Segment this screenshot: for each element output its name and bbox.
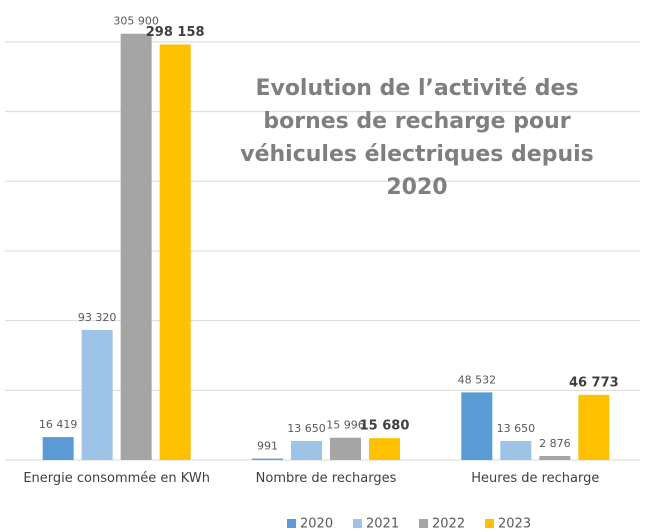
legend-label: 2020	[300, 517, 333, 532]
legend-swatch	[419, 519, 428, 528]
data-label: 93 320	[78, 311, 117, 324]
legend-swatch	[353, 519, 362, 528]
legend-swatch	[287, 519, 296, 528]
bar	[81, 329, 113, 460]
data-label: 991	[257, 440, 278, 453]
legend-swatch	[485, 519, 494, 528]
bar	[252, 458, 283, 460]
bar	[369, 438, 400, 460]
data-label: 13 650	[497, 422, 536, 435]
data-label: 15 680	[360, 419, 410, 434]
x-tick-label: Nombre de recharges	[255, 471, 397, 486]
bar	[291, 440, 322, 460]
x-tick-label: Energie consommée en KWh	[23, 471, 210, 486]
data-label: 298 158	[146, 25, 205, 40]
data-label: 13 650	[287, 422, 326, 435]
data-label: 46 773	[569, 375, 619, 390]
bar	[330, 437, 361, 460]
bar	[461, 392, 493, 460]
bar	[120, 33, 152, 460]
bar	[539, 455, 571, 460]
chart-title: Evolution de l’activité des bornes de re…	[240, 76, 594, 200]
bar	[578, 394, 610, 460]
legend-label: 2023	[498, 517, 531, 532]
legend-label: 2021	[366, 517, 399, 532]
x-tick-label: Heures de recharge	[471, 471, 600, 486]
bar	[159, 44, 191, 460]
data-label: 16 419	[39, 418, 78, 431]
data-label: 48 532	[458, 373, 497, 386]
data-label: 2 876	[539, 437, 571, 450]
bar	[500, 440, 532, 460]
data-label: 305 900	[113, 15, 159, 28]
bar	[42, 437, 74, 460]
data-label: 15 996	[326, 419, 365, 432]
legend-label: 2022	[432, 517, 465, 532]
